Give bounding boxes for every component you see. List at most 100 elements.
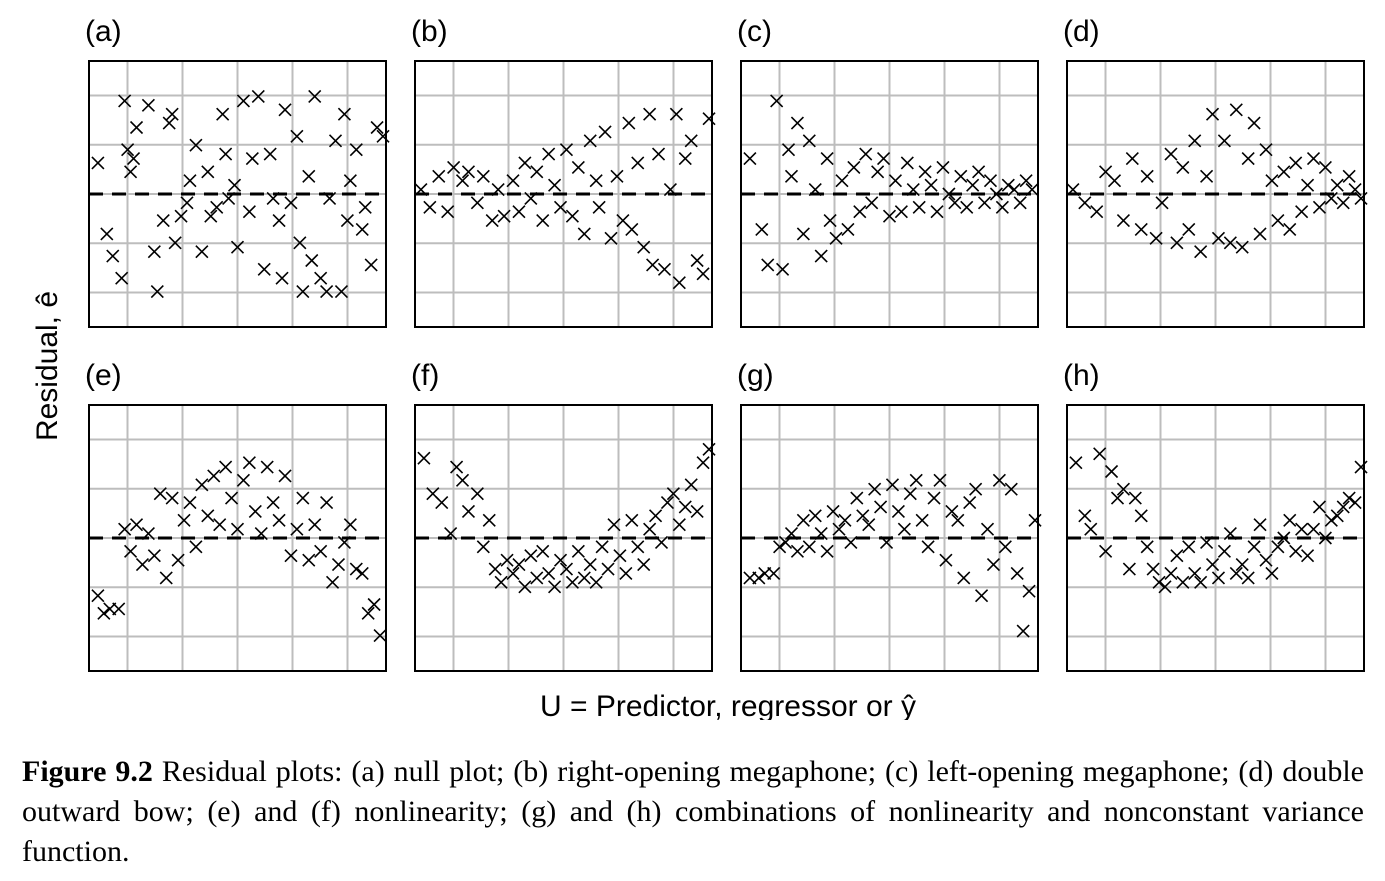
residual-point <box>488 562 502 576</box>
residual-point <box>1295 522 1309 536</box>
residual-point <box>314 544 328 558</box>
residual-point <box>1200 535 1214 549</box>
residual-point <box>1170 236 1184 250</box>
residual-point <box>684 134 698 148</box>
residual-point <box>245 151 259 166</box>
residual-point <box>986 558 1001 572</box>
residual-point <box>948 196 962 210</box>
residual-point <box>1176 575 1190 589</box>
residual-point <box>124 544 138 558</box>
residual-point <box>980 522 995 536</box>
residual-point <box>1013 196 1027 210</box>
residual-point <box>559 562 574 576</box>
residual-point <box>414 183 428 197</box>
residual-point <box>141 527 155 541</box>
residual-point <box>195 245 209 259</box>
residual-point <box>470 487 484 501</box>
residual-point <box>1301 178 1315 192</box>
residual-point <box>646 258 660 272</box>
residual-point <box>1241 571 1255 585</box>
residual-point <box>1066 183 1080 197</box>
panel-label: (e) <box>85 359 122 392</box>
residual-point <box>927 491 941 505</box>
residual-point <box>210 200 224 214</box>
residual-point <box>802 134 816 148</box>
residual-point <box>373 628 387 643</box>
residual-point <box>939 553 953 567</box>
residual-point <box>147 549 161 563</box>
residual-point <box>512 205 526 219</box>
residual-point <box>530 165 544 179</box>
residual-point <box>266 191 280 205</box>
residual-point <box>553 200 568 214</box>
residual-point <box>933 473 947 487</box>
residual-point <box>672 276 686 290</box>
residual-point <box>423 200 437 214</box>
residual-point <box>595 540 609 554</box>
residual-point <box>1324 513 1338 527</box>
residual-point <box>767 566 781 581</box>
residual-point <box>1140 169 1154 183</box>
residual-point <box>320 495 334 510</box>
residual-point <box>871 165 885 179</box>
residual-point <box>542 566 556 581</box>
residual-point <box>230 240 245 254</box>
residual-point <box>1223 236 1237 250</box>
residual-point <box>814 527 828 541</box>
residual-point <box>115 271 129 285</box>
residual-point <box>349 143 363 157</box>
residual-point <box>1182 222 1196 237</box>
panel-label: (f) <box>411 359 439 392</box>
residual-point <box>622 116 636 130</box>
residual-point <box>666 487 680 501</box>
residual-point <box>435 495 449 510</box>
residual-point <box>1125 151 1139 166</box>
residual-point <box>370 120 384 135</box>
residual-point <box>129 518 144 532</box>
residual-point <box>417 451 431 465</box>
residual-point <box>1093 447 1107 461</box>
residual-point <box>141 98 155 112</box>
residual-point <box>613 549 627 563</box>
residual-point <box>847 160 861 174</box>
residual-point <box>1306 522 1321 536</box>
residual-point <box>649 509 663 523</box>
residual-point <box>263 147 277 161</box>
residual-point <box>97 606 111 620</box>
residual-point <box>500 553 514 567</box>
residual-point <box>162 116 176 130</box>
residual-point <box>340 214 354 228</box>
residual-point <box>284 196 298 210</box>
residual-point <box>512 558 526 572</box>
residual-point <box>308 89 322 104</box>
panel-frame <box>740 60 1039 328</box>
residual-point <box>678 500 692 514</box>
residual-point <box>891 504 905 518</box>
residual-point <box>1354 191 1368 205</box>
residual-point <box>918 165 932 179</box>
residual-point <box>1271 214 1285 228</box>
residual-point <box>743 151 757 166</box>
panels: (a) (b) (c) (d) (e) (f) (g) (h) <box>85 15 1368 672</box>
residual-point <box>343 518 357 532</box>
residual-point <box>224 491 239 505</box>
residual-point <box>174 209 188 223</box>
residual-point <box>118 94 132 108</box>
panel-label: (g) <box>737 359 774 392</box>
residual-point <box>897 522 911 536</box>
residual-point <box>802 540 816 554</box>
residual-point <box>684 478 698 492</box>
residual-point <box>1241 151 1255 166</box>
residual-point <box>672 518 686 532</box>
residual-point <box>201 165 215 179</box>
panel-frame <box>740 404 1039 672</box>
residual-point <box>168 236 182 250</box>
residual-point <box>367 597 381 612</box>
residual-point <box>559 143 574 157</box>
caption-label: Figure 9.2 <box>22 755 153 788</box>
residual-point <box>290 522 304 536</box>
residual-point <box>912 200 926 214</box>
residual-point <box>1330 178 1344 192</box>
residual-point <box>506 174 520 188</box>
residual-point <box>524 549 538 563</box>
